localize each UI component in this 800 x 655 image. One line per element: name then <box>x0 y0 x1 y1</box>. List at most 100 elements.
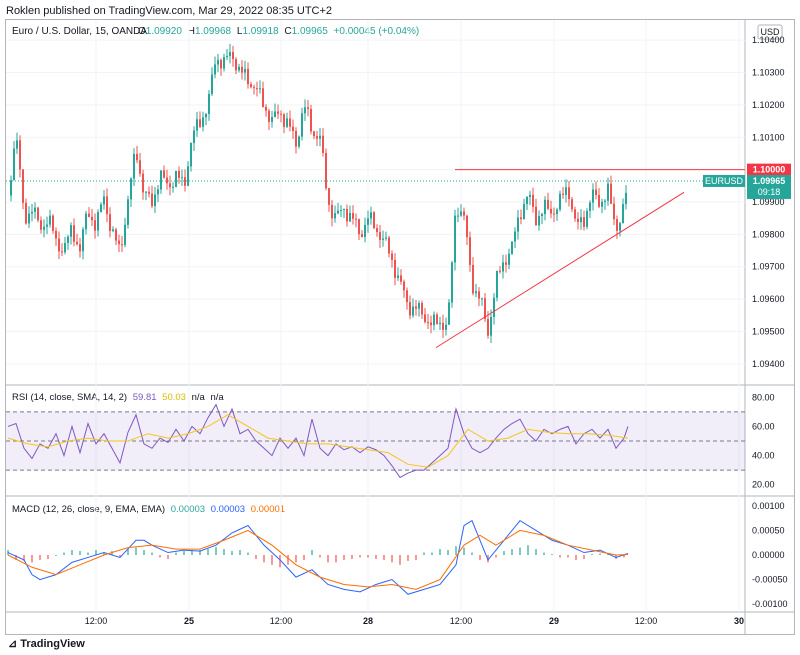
macd-signal-value: 0.00001 <box>251 504 285 515</box>
candle-body <box>178 170 180 178</box>
candle-body <box>181 177 183 179</box>
candle-body <box>349 213 351 222</box>
candle-body <box>508 253 510 265</box>
candle-body <box>31 211 33 214</box>
candle-body <box>58 238 60 252</box>
candle-body <box>442 322 444 330</box>
candle-body <box>403 281 405 291</box>
candle-body <box>535 206 537 226</box>
candle-body <box>277 111 279 114</box>
candle-body <box>256 88 258 90</box>
candle-body <box>622 204 624 224</box>
candle-body <box>268 110 270 122</box>
macd-legend-title: MACD (12, 26, close, 9, EMA, EMA) <box>12 504 165 515</box>
macd-histogram-bar <box>47 555 49 559</box>
candle-body <box>271 117 273 122</box>
macd-histogram-bar <box>119 555 121 558</box>
candle-body <box>241 66 243 73</box>
price-legend-title: Euro / U.S. Dollar, 15, OANDA <box>12 26 147 37</box>
candle-body <box>571 199 573 210</box>
macd-histogram-bar <box>279 555 281 568</box>
macd-hist-value: 0.00003 <box>171 504 205 515</box>
candle-body <box>454 215 456 263</box>
candle-body <box>550 208 552 214</box>
candle-body <box>115 229 117 241</box>
candle-body <box>70 225 72 237</box>
rsi-tick-label: 40.00 <box>752 451 775 461</box>
candle-body <box>253 87 255 89</box>
macd-line <box>7 519 629 595</box>
candle-body <box>151 193 153 207</box>
macd-histogram-bar <box>23 555 25 561</box>
macd-tick-label: 0.00000 <box>752 550 785 560</box>
high-value: 1.09968 <box>195 26 232 37</box>
candle-body <box>10 180 12 196</box>
macd-histogram-bar <box>319 555 321 558</box>
candle-body <box>220 59 222 69</box>
macd-histogram-bar <box>455 546 457 555</box>
candle-body <box>136 153 138 161</box>
macd-histogram-bar <box>31 555 33 563</box>
chart-canvas[interactable]: Euro / U.S. Dollar, 15, OANDA O1.09920 H… <box>6 20 794 634</box>
candle-body <box>589 202 591 211</box>
candle-body <box>262 88 264 107</box>
candle-body <box>502 262 504 272</box>
macd-histogram-bar <box>519 547 521 555</box>
time-tick-label: 28 <box>363 616 373 626</box>
currency-button[interactable] <box>757 24 783 40</box>
candle-body <box>85 213 87 230</box>
candle-body <box>616 219 618 231</box>
candle-body <box>148 191 150 194</box>
macd-signal-line <box>7 529 629 590</box>
candle-body <box>289 118 291 127</box>
macd-histogram-bar <box>223 549 225 555</box>
candle-body <box>25 202 27 224</box>
candle-body <box>523 204 525 220</box>
price-tick-label: 1.09700 <box>752 262 785 272</box>
candle-body <box>310 108 312 132</box>
chart-container[interactable]: Euro / U.S. Dollar, 15, OANDA O1.09920 H… <box>5 19 795 635</box>
macd-histogram-bar <box>591 554 593 556</box>
tradingview-footer[interactable]: ⊿ TradingView <box>8 637 85 650</box>
candle-body <box>286 118 288 127</box>
candle-body <box>475 291 477 294</box>
candle-body <box>391 253 393 260</box>
macd-histogram-bar <box>39 555 41 560</box>
price-tick-label: 1.10400 <box>752 35 785 45</box>
candle-body <box>439 322 441 325</box>
candle-body <box>67 236 69 243</box>
macd-histogram-bar <box>527 545 529 555</box>
macd-histogram-bar <box>263 555 265 563</box>
candle-body <box>205 113 207 118</box>
candle-body <box>229 52 231 57</box>
macd-histogram-bar <box>423 552 425 555</box>
close-value: 1.09965 <box>292 26 329 37</box>
price-tick-label: 1.10300 <box>752 68 785 78</box>
candle-body <box>214 64 216 75</box>
open-value: 1.09920 <box>146 26 183 37</box>
macd-histogram-bar <box>463 547 465 555</box>
candle-body <box>307 107 309 109</box>
candle-body <box>193 130 195 143</box>
candle-body <box>124 224 126 246</box>
macd-histogram-bar <box>239 550 241 555</box>
candle-body <box>121 244 123 246</box>
macd-histogram-bar <box>55 555 57 556</box>
candle-body <box>61 251 63 253</box>
macd-histogram-bar <box>63 552 65 555</box>
rsi-value: 59.81 <box>133 392 157 403</box>
candle-body <box>430 322 432 326</box>
publisher-caption: Roklen published on TradingView.com, Mar… <box>6 5 333 17</box>
candle-body <box>250 84 252 88</box>
candle-body <box>160 170 162 190</box>
candle-body <box>142 173 144 193</box>
candle-body <box>37 207 39 221</box>
macd-histogram-bar <box>103 552 105 555</box>
candle-body <box>562 193 564 195</box>
macd-histogram-bar <box>623 555 625 558</box>
candle-body <box>376 227 378 233</box>
support-trendline <box>435 191 685 349</box>
candle-body <box>592 189 594 203</box>
macd-histogram-bar <box>311 550 313 555</box>
candle-body <box>316 136 318 139</box>
